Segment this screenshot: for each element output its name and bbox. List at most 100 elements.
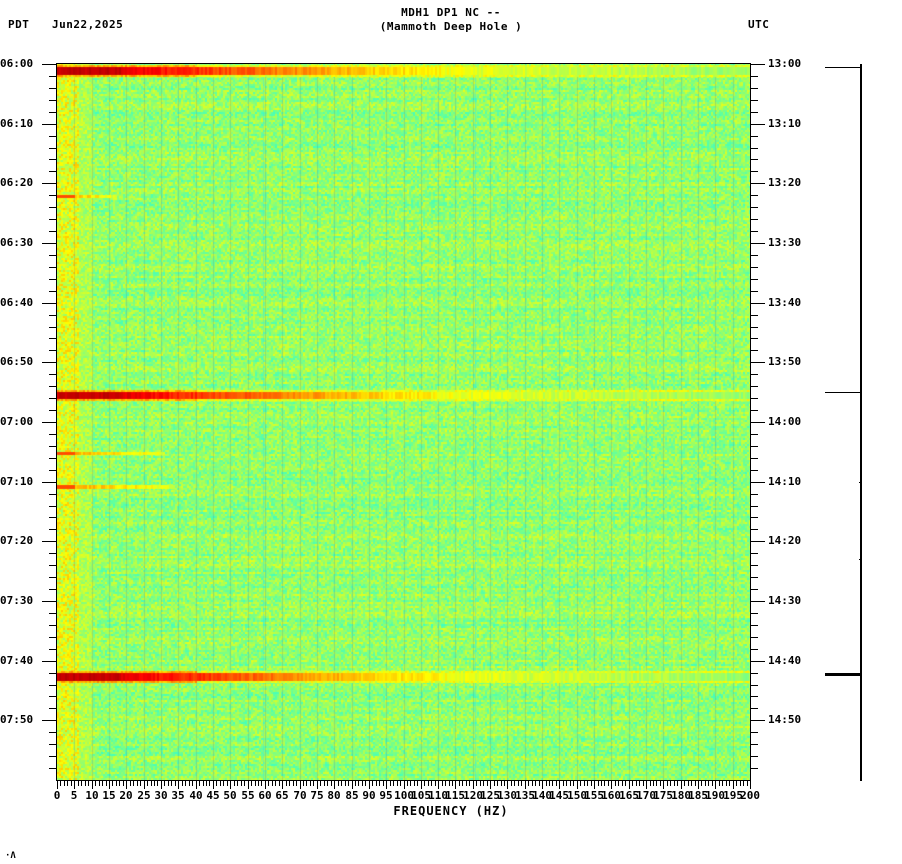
axis-tick	[306, 781, 307, 786]
spectrogram-canvas	[57, 64, 750, 780]
axis-tick	[535, 781, 536, 786]
frequency-tick-label: 135	[515, 789, 535, 802]
axis-tick	[497, 781, 498, 786]
axis-tick	[355, 781, 356, 786]
axis-tick	[49, 112, 56, 113]
axis-tick	[175, 781, 176, 786]
axis-tick	[49, 732, 56, 733]
axis-tick	[670, 781, 671, 786]
frequency-tick-label: 65	[275, 789, 289, 802]
axis-tick	[81, 781, 82, 786]
axis-tick	[49, 649, 56, 650]
frequency-tick-label: 15	[102, 789, 116, 802]
frequency-tick-label: 150	[567, 789, 587, 802]
axis-tick	[49, 613, 56, 614]
axis-tick	[751, 637, 758, 638]
axis-tick	[573, 781, 574, 786]
axis-tick	[539, 781, 540, 786]
axis-tick	[751, 446, 758, 447]
plot-border-top	[56, 63, 751, 64]
axis-tick	[57, 781, 58, 789]
axis-tick	[452, 781, 453, 786]
axis-tick	[622, 781, 623, 786]
plot-border-right	[750, 64, 751, 781]
axis-tick	[490, 781, 491, 789]
axis-tick	[751, 362, 765, 363]
axis-tick	[483, 781, 484, 786]
spectrogram-plot[interactable]	[57, 64, 750, 780]
frequency-tick-label: 140	[532, 789, 552, 802]
axis-tick	[49, 673, 56, 674]
axis-tick	[751, 100, 758, 101]
axis-tick	[244, 781, 245, 786]
axis-tick	[751, 517, 758, 518]
axis-tick	[751, 338, 758, 339]
axis-tick	[376, 781, 377, 786]
axis-tick	[49, 100, 56, 101]
axis-tick	[119, 781, 120, 786]
axis-tick	[49, 255, 56, 256]
axis-tick	[751, 327, 758, 328]
axis-tick	[442, 781, 443, 786]
axis-tick	[341, 781, 342, 786]
frequency-tick-label: 175	[653, 789, 673, 802]
axis-tick	[203, 781, 204, 786]
frequency-tick-label: 20	[119, 789, 133, 802]
axis-tick	[275, 781, 276, 786]
axis-tick	[563, 781, 564, 786]
axis-tick	[751, 350, 758, 351]
axis-tick	[42, 243, 56, 244]
axis-tick	[71, 781, 72, 786]
axis-tick	[248, 781, 249, 789]
axis-tick	[469, 781, 470, 786]
frequency-tick-label: 55	[241, 789, 255, 802]
axis-tick	[49, 315, 56, 316]
frequency-tick-label: 155	[584, 789, 604, 802]
axis-tick	[639, 781, 640, 786]
axis-tick	[49, 159, 56, 160]
axis-tick	[708, 781, 709, 786]
axis-tick	[604, 781, 605, 786]
axis-tick	[643, 781, 644, 786]
axis-tick	[182, 781, 183, 786]
axis-tick	[42, 303, 56, 304]
axis-tick	[279, 781, 280, 786]
axis-tick	[751, 171, 758, 172]
axis-tick	[566, 781, 567, 786]
frequency-tick-label: 130	[497, 789, 517, 802]
axis-tick	[49, 517, 56, 518]
trace-event-mark	[859, 482, 862, 483]
axis-tick	[154, 781, 155, 786]
axis-tick	[95, 781, 96, 786]
axis-tick	[494, 781, 495, 786]
axis-tick	[504, 781, 505, 786]
axis-tick	[751, 673, 758, 674]
axis-tick	[435, 781, 436, 786]
axis-tick	[144, 781, 145, 789]
axis-tick	[407, 781, 408, 786]
axis-tick	[584, 781, 585, 786]
axis-tick	[116, 781, 117, 786]
axis-tick	[130, 781, 131, 786]
axis-tick	[49, 553, 56, 554]
axis-tick	[417, 781, 418, 786]
frequency-tick-label: 60	[258, 789, 272, 802]
axis-tick	[476, 781, 477, 786]
time-label-utc: 13:00	[768, 57, 802, 70]
axis-tick	[49, 589, 56, 590]
axis-tick	[701, 781, 702, 786]
axis-tick	[234, 781, 235, 786]
axis-tick	[751, 76, 758, 77]
axis-tick	[722, 781, 723, 786]
axis-tick	[293, 781, 294, 786]
frequency-tick-label: 30	[154, 789, 168, 802]
axis-tick	[751, 88, 758, 89]
axis-tick	[78, 781, 79, 786]
axis-tick	[390, 781, 391, 786]
axis-tick	[660, 781, 661, 786]
axis-tick	[49, 625, 56, 626]
axis-tick	[358, 781, 359, 786]
axis-tick	[591, 781, 592, 786]
axis-tick	[272, 781, 273, 786]
axis-tick	[674, 781, 675, 786]
